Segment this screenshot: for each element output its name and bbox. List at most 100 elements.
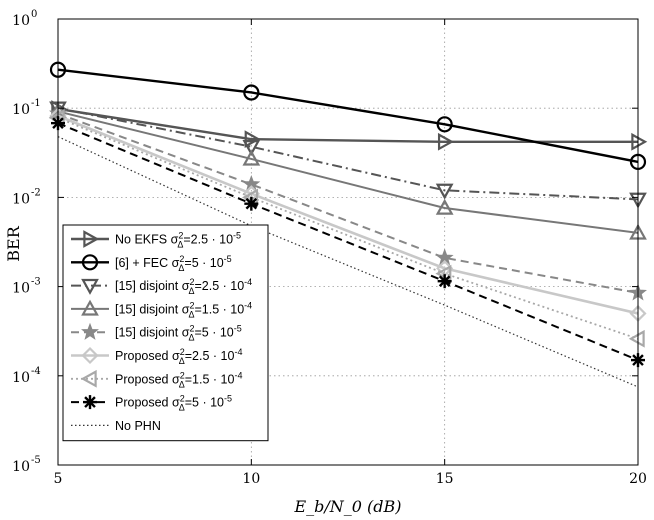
- data-point: [628, 329, 645, 348]
- series-line: [57, 68, 639, 164]
- legend-label: [15] disjoint σ2 Δ=5 · 10-5: [115, 324, 242, 343]
- legend-sigma: σ: [169, 396, 180, 410]
- legend-name: Proposed: [115, 372, 169, 386]
- y-tick-mantissa: 10: [12, 191, 30, 207]
- legend-sigma-value: =2.5 · 10: [194, 279, 244, 293]
- legend-sigma-value: =2.5 · 10: [185, 349, 235, 363]
- legend-label: Proposed σ2 Δ=5 · 10-5: [115, 394, 232, 413]
- legend-entry: [6] + FEC σ2 Δ=5 · 10-5: [71, 254, 232, 273]
- asterisk-stroke: [245, 197, 258, 210]
- data-point: [631, 132, 648, 151]
- data-point: [242, 140, 261, 156]
- y-tick-mantissa: 10: [12, 370, 30, 386]
- series-line: [57, 122, 639, 362]
- y-tick-exponent: -3: [31, 277, 41, 288]
- series-line: [57, 136, 639, 388]
- y-tick-label: 10: [12, 13, 30, 29]
- legend-sigma: σ: [178, 302, 189, 316]
- asterisk-stroke: [438, 275, 451, 287]
- y-tick-exponent: 0: [31, 9, 37, 20]
- legend-sigma-value: =1.5 · 10: [194, 302, 244, 316]
- legend-label: Proposed σ2 Δ=1.5 · 10-4: [115, 370, 242, 389]
- legend-marker: [81, 278, 99, 295]
- legend-sigma-value: =5 · 10: [184, 256, 223, 270]
- legend-sigma-sq: 2: [189, 277, 194, 287]
- y-tick-label: 10: [12, 102, 30, 118]
- data-point: [243, 84, 260, 101]
- series-8: [57, 136, 639, 388]
- data-point: [244, 196, 259, 211]
- data-point: [435, 183, 454, 200]
- y-tick-mantissa: 10: [12, 102, 30, 118]
- legend-marker: [81, 322, 99, 340]
- legend-name: Proposed: [115, 349, 169, 363]
- legend-sigma-value: =5 · 10: [194, 326, 233, 340]
- legend-sigma-sub: Δ: [179, 379, 185, 389]
- series-group: [48, 61, 648, 388]
- legend-entry: Proposed σ2 Δ=5 · 10-5: [71, 394, 232, 413]
- legend-sigma: σ: [168, 256, 179, 270]
- legend-entry: Proposed σ2 Δ=1.5 · 10-4: [71, 369, 242, 389]
- legend-sigma-sq: 2: [178, 231, 183, 241]
- legend-marker: [80, 369, 97, 388]
- legend-sigma-sub: Δ: [177, 240, 183, 250]
- legend-sigma-value: =5 · 10: [185, 396, 224, 410]
- legend-sigma: σ: [178, 326, 189, 340]
- data-point: [437, 132, 454, 151]
- legend-label: [6] + FEC σ2 Δ=5 · 10-5: [115, 254, 232, 273]
- legend-sigma-exp: -5: [224, 394, 232, 404]
- x-tick-label: 5: [54, 471, 63, 487]
- legend-sigma-exp: -4: [234, 347, 242, 357]
- legend-label: [15] disjoint σ2 Δ=1.5 · 10-4: [115, 300, 252, 319]
- series-line: [57, 110, 639, 234]
- legend-entry: [15] disjoint σ2 Δ=2.5 · 10-4: [71, 277, 252, 296]
- y-tick-exponent: -2: [31, 187, 41, 198]
- legend-sigma: σ: [167, 233, 178, 247]
- legend-sigma-exp: -5: [233, 231, 241, 241]
- legend-marker: [83, 395, 97, 410]
- legend-name: [15] disjoint: [115, 279, 179, 293]
- legend-sigma-sub: Δ: [188, 309, 194, 319]
- y-tick-exponent: -4: [31, 366, 41, 377]
- legend-sigma-sub: Δ: [188, 333, 194, 343]
- legend-sigma-sq: 2: [180, 347, 185, 357]
- legend: No EKFS σ2 Δ=2.5 · 10-5 [6] + FEC σ2 Δ=5 · …: [62, 224, 269, 442]
- legend-sigma-exp: -4: [234, 370, 242, 380]
- legend-sigma-sub: Δ: [188, 286, 194, 296]
- legend-sigma-sub: Δ: [179, 403, 185, 413]
- legend-sigma-exp: -5: [234, 324, 242, 334]
- plot-frame: [57, 18, 639, 466]
- legend-entry: [15] disjoint σ2 Δ=1.5 · 10-4: [71, 299, 252, 319]
- legend-marker: [83, 230, 100, 248]
- legend-sigma: σ: [178, 279, 189, 293]
- legend-sigma-sq: 2: [179, 254, 184, 264]
- legend-sigma-exp: -4: [244, 300, 252, 310]
- data-point: [435, 198, 454, 215]
- legend-sigma-sub: Δ: [178, 263, 184, 273]
- legend-label: Proposed σ2 Δ=2.5 · 10-4: [115, 347, 242, 366]
- legend-label: No EKFS σ2 Δ=2.5 · 10-5: [115, 231, 241, 250]
- legend-sigma-sq: 2: [189, 324, 194, 334]
- data-point: [437, 274, 452, 289]
- x-tick-label: 10: [242, 471, 260, 487]
- y-tick-label: 10: [12, 281, 30, 297]
- y-tick-mantissa: 10: [12, 13, 30, 29]
- legend-name: [15] disjoint: [115, 326, 179, 340]
- legend-sigma-exp: -5: [224, 254, 232, 264]
- legend-sigma-sq: 2: [180, 394, 185, 404]
- y-axis-label: BER: [4, 225, 23, 261]
- legend-entry: [15] disjoint σ2 Δ=5 · 10-5: [71, 322, 242, 343]
- y-tick-label: 10: [12, 370, 30, 386]
- y-tick-exponent: -5: [31, 455, 41, 466]
- x-tick-label: 20: [629, 471, 647, 487]
- legend-label: No PHN: [115, 419, 161, 433]
- series-line: [57, 114, 639, 315]
- legend-sigma-sq: 2: [180, 370, 185, 380]
- y-tick-exponent: -1: [31, 98, 41, 109]
- legend-entry: No PHN: [71, 419, 161, 433]
- legend-entry: Proposed σ2 Δ=2.5 · 10-4: [71, 346, 242, 366]
- y-tick-mantissa: 10: [12, 459, 30, 475]
- data-point: [242, 149, 261, 166]
- legend-label: [15] disjoint σ2 Δ=2.5 · 10-4: [115, 277, 252, 296]
